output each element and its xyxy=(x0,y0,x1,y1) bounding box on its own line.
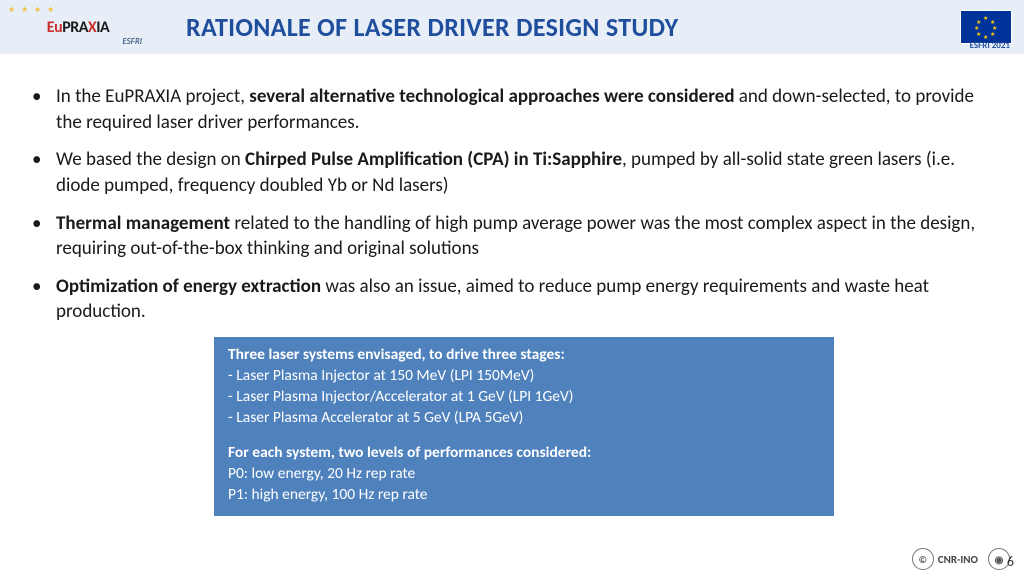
bullet-bold: Optimization of energy extraction xyxy=(56,275,321,298)
slide-title: RATIONALE OF LASER DRIVER DESIGN STUDY xyxy=(148,11,960,43)
eupraxia-logo: ★ ★ ★ ★ EuPRAXIA ESFRI xyxy=(8,5,148,49)
logo-text: EuPRAXIA xyxy=(47,18,109,37)
slide-footer: © CNR-INO ◉ xyxy=(912,548,1010,570)
box-line: P0: low energy, 20 Hz rep rate xyxy=(228,464,820,485)
systems-box: Three laser systems envisaged, to drive … xyxy=(214,337,834,515)
bullet-list: In the EuPRAXIA project, several alterna… xyxy=(26,84,998,325)
bullet-item: In the EuPRAXIA project, several alterna… xyxy=(26,84,998,135)
cnr-icon: © xyxy=(912,548,934,570)
logo-subtext: ESFRI xyxy=(122,36,142,47)
bullet-item: Optimization of energy extraction was al… xyxy=(26,274,998,325)
slide-content: In the EuPRAXIA project, several alterna… xyxy=(0,54,1024,516)
slide-header: ★ ★ ★ ★ EuPRAXIA ESFRI RATIONALE OF LASE… xyxy=(0,0,1024,54)
box-line: - Laser Plasma Accelerator at 5 GeV (LPA… xyxy=(228,408,820,429)
bullet-bold: Chirped Pulse Amplification (CPA) in Ti:… xyxy=(245,148,622,171)
eu-flag-icon: ★ ★ ★ ★ ★ ★ ★ ★ xyxy=(960,10,1012,44)
box-heading: For each system, two levels of performan… xyxy=(228,443,820,464)
bullet-pre: In the EuPRAXIA project, xyxy=(56,85,249,108)
bullet-bold: several alternative technological approa… xyxy=(249,85,734,108)
cnr-label: CNR-INO xyxy=(938,553,978,566)
bullet-item: Thermal management related to the handli… xyxy=(26,211,998,262)
box-line: - Laser Plasma Injector/Accelerator at 1… xyxy=(228,387,820,408)
esfri-year-label: ESFRI 2021 xyxy=(970,40,1010,51)
box-line: P1: high energy, 100 Hz rep rate xyxy=(228,485,820,506)
page-number: 6 xyxy=(1007,553,1014,570)
box-line: - Laser Plasma Injector at 150 MeV (LPI … xyxy=(228,366,820,387)
cnr-ino-logo: © CNR-INO xyxy=(912,548,978,570)
box-heading: Three laser systems envisaged, to drive … xyxy=(228,345,820,366)
bullet-item: We based the design on Chirped Pulse Amp… xyxy=(26,147,998,198)
bullet-bold: Thermal management xyxy=(56,212,230,235)
logo-stars-icon: ★ ★ ★ ★ xyxy=(8,5,56,15)
bullet-pre: We based the design on xyxy=(56,148,245,171)
